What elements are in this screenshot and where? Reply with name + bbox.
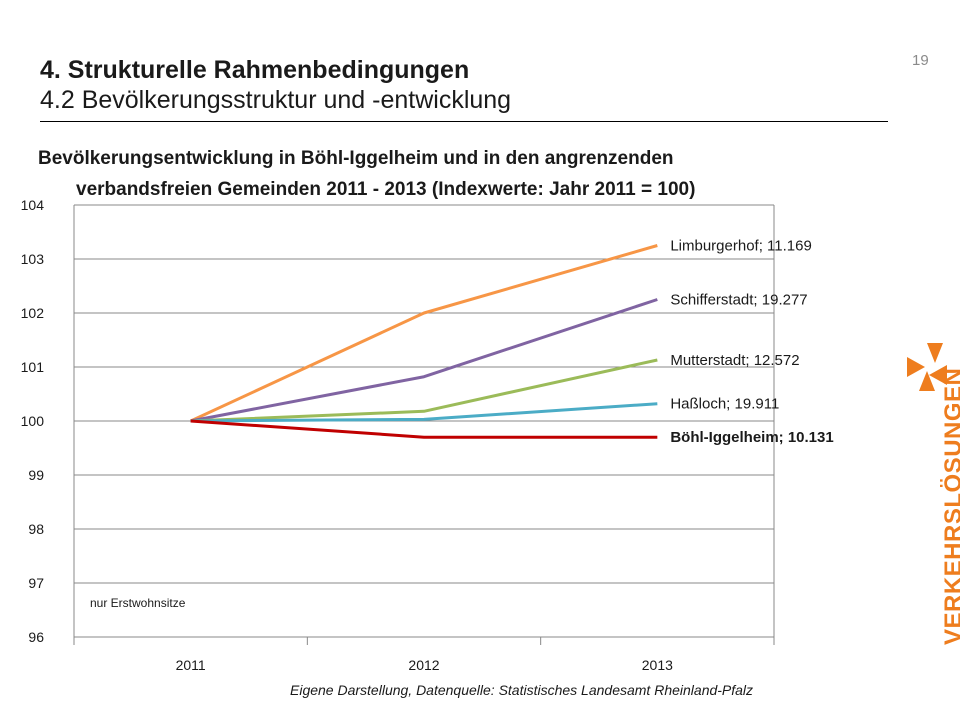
series-line [190, 419, 658, 439]
series-label: Haßloch; 19.911 [670, 396, 779, 413]
y-tick-label: 102 [21, 305, 45, 321]
page-subtitle: 4.2 Bevölkerungsstruktur und -entwicklun… [40, 86, 512, 114]
brand-wordmark: VERKEHRSLÖSUNGEN [940, 367, 960, 645]
page-title: 4. Strukturelle Rahmenbedingungen [40, 56, 470, 84]
series-label: Limburgerhof; 11.169 [670, 238, 811, 255]
y-tick-label: 101 [21, 359, 45, 375]
y-tick-label: 96 [28, 629, 44, 645]
orange-arrows-logo-icon [907, 343, 947, 391]
x-tick-label: 2012 [408, 657, 439, 673]
y-tick-label: 100 [21, 413, 45, 429]
chart-title: Bevölkerungsentwicklung in Böhl-Iggelhei… [38, 143, 838, 205]
y-tick-label: 104 [21, 197, 45, 213]
y-tick-label: 98 [28, 521, 44, 537]
series-line [190, 402, 658, 423]
series-label: Schifferstadt; 19.277 [670, 292, 807, 309]
chart-title-line-2: verbandsfreien Gemeinden 2011 - 2013 (In… [76, 179, 696, 200]
page-number: 19 [912, 52, 929, 69]
series-line [190, 244, 658, 423]
series-label: Böhl-Iggelheim; 10.131 [670, 429, 833, 446]
series-label: Mutterstadt; 12.572 [670, 352, 799, 369]
y-tick-label: 97 [28, 575, 44, 591]
y-tick-label: 99 [28, 467, 44, 483]
source-note: Eigene Darstellung, Datenquelle: Statist… [290, 682, 754, 698]
title-divider [40, 121, 888, 122]
chart-title-line-1: Bevölkerungsentwicklung in Böhl-Iggelhei… [38, 148, 674, 169]
series-line [190, 358, 658, 423]
x-tick-label: 2011 [176, 657, 206, 673]
x-tick-label: 2013 [642, 657, 673, 673]
chart-annotation: nur Erstwohnsitze [90, 596, 186, 610]
series-line [190, 298, 658, 423]
y-tick-label: 103 [21, 251, 45, 267]
